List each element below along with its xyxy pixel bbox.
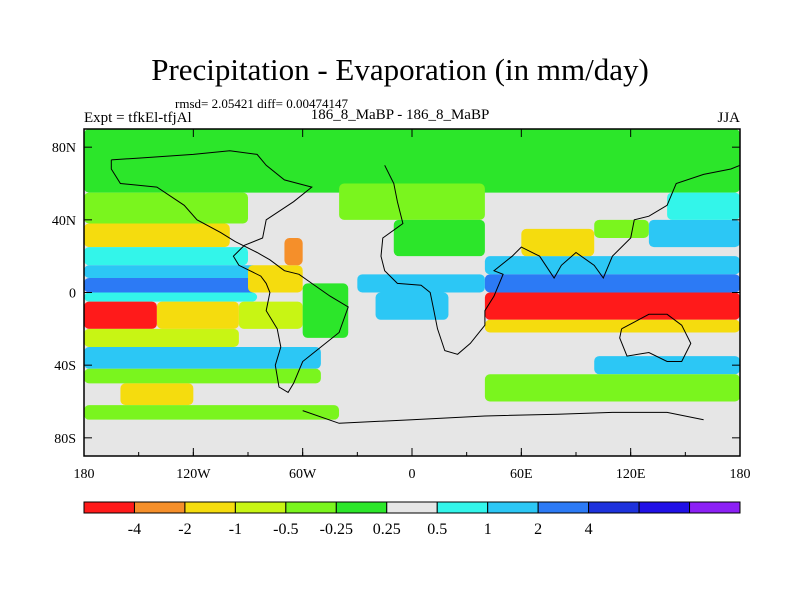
field-cell [484, 374, 740, 402]
coastline-segment [380, 164, 741, 355]
colorbar-swatch [638, 501, 691, 514]
colorbar-label: 2 [534, 521, 542, 538]
y-tick-label: 0 [69, 287, 76, 302]
field-cell [484, 292, 740, 320]
colorbar-swatch [285, 501, 337, 514]
field-cell [238, 301, 303, 329]
colorbar-label: 0.5 [427, 521, 447, 538]
field-cell [84, 247, 248, 266]
field-cell [484, 274, 740, 293]
field-cell [393, 219, 485, 257]
field-cell [84, 405, 340, 420]
field-cell [302, 283, 349, 338]
field-cell [156, 301, 239, 329]
y-tick-label: 40S [54, 359, 76, 374]
colorbar-label: 0.25 [373, 521, 401, 538]
chart-title: Precipitation - Evaporation (in mm/day) [151, 52, 649, 87]
field-cell [84, 292, 258, 302]
colorbar: -4 -2 -1 -0.5 -0.25 0.25 0.5 1 2 4 [83, 501, 741, 538]
field-cell [339, 401, 485, 429]
colorbar-swatch [83, 501, 135, 514]
pe-field [84, 129, 740, 456]
colorbar-swatch [133, 501, 186, 514]
colorbar-swatch [487, 501, 539, 514]
x-tick-label: 180 [730, 467, 751, 482]
colorbar-label: -0.5 [273, 521, 298, 538]
colorbar-swatch [386, 501, 438, 514]
field-cell [667, 192, 740, 220]
field-cell [339, 183, 485, 220]
coastline-outline [110, 150, 741, 424]
x-tick-label: 0 [409, 467, 416, 482]
colorbar-label: -4 [128, 521, 141, 538]
field-cell [594, 356, 740, 375]
y-tick-label: 40N [52, 214, 76, 229]
colorbar-swatch [588, 501, 640, 514]
field-cell [484, 319, 740, 333]
field-cell [594, 219, 649, 238]
colorbar-label: -0.25 [320, 521, 353, 538]
colorbar-label: -1 [229, 521, 242, 538]
colorbar-label: -2 [178, 521, 191, 538]
field-cell [84, 301, 157, 329]
experiment-label: Expt = tfkEl-tfjAl [84, 110, 192, 126]
colorbar-swatch [537, 501, 590, 514]
field-cell [84, 277, 267, 293]
colorbar-swatch [689, 501, 741, 514]
colorbar-label: 4 [585, 521, 593, 538]
stats-label: rmsd= 2.05421 diff= 0.00474147 [175, 96, 348, 111]
coastline-segment [110, 150, 349, 394]
x-tick-label: 120E [616, 467, 646, 482]
field-cell [648, 219, 740, 248]
field-cell [84, 368, 321, 384]
colorbar-swatch [436, 501, 489, 514]
colorbar-swatch [335, 501, 388, 514]
y-tick-label: 80N [52, 141, 76, 156]
colorbar-swatch [184, 501, 236, 514]
x-tick-label: 180 [74, 467, 95, 482]
x-tick-label: 120W [176, 467, 211, 482]
field-cell [484, 256, 740, 275]
field-cell [84, 347, 321, 369]
colorbar-label: 1 [484, 521, 492, 538]
y-axis: 80N 40N 0 40S 80S [52, 141, 740, 447]
field-cell [521, 228, 595, 257]
field-cell [357, 274, 485, 293]
coastline-segment [302, 410, 704, 424]
x-tick-label: 60W [289, 467, 317, 482]
coastline-segment [619, 313, 692, 362]
field-cell [120, 383, 194, 406]
period-label: 186_8_MaBP - 186_8_MaBP [310, 107, 490, 123]
field-cell [484, 332, 740, 357]
x-axis: 180 120W 60W 0 60E 120E 180 [74, 129, 751, 482]
field-cell [84, 192, 248, 224]
y-tick-label: 80S [54, 432, 76, 447]
field-cell [375, 292, 449, 320]
field-cell [284, 238, 303, 266]
field-cell [248, 265, 303, 293]
field-cell [84, 328, 239, 347]
x-tick-label: 60E [510, 467, 533, 482]
colorbar-swatch [234, 501, 287, 514]
field-cell [84, 129, 740, 193]
field-cell [84, 265, 258, 278]
season-label: JJA [717, 110, 740, 126]
field-cell [84, 223, 230, 248]
